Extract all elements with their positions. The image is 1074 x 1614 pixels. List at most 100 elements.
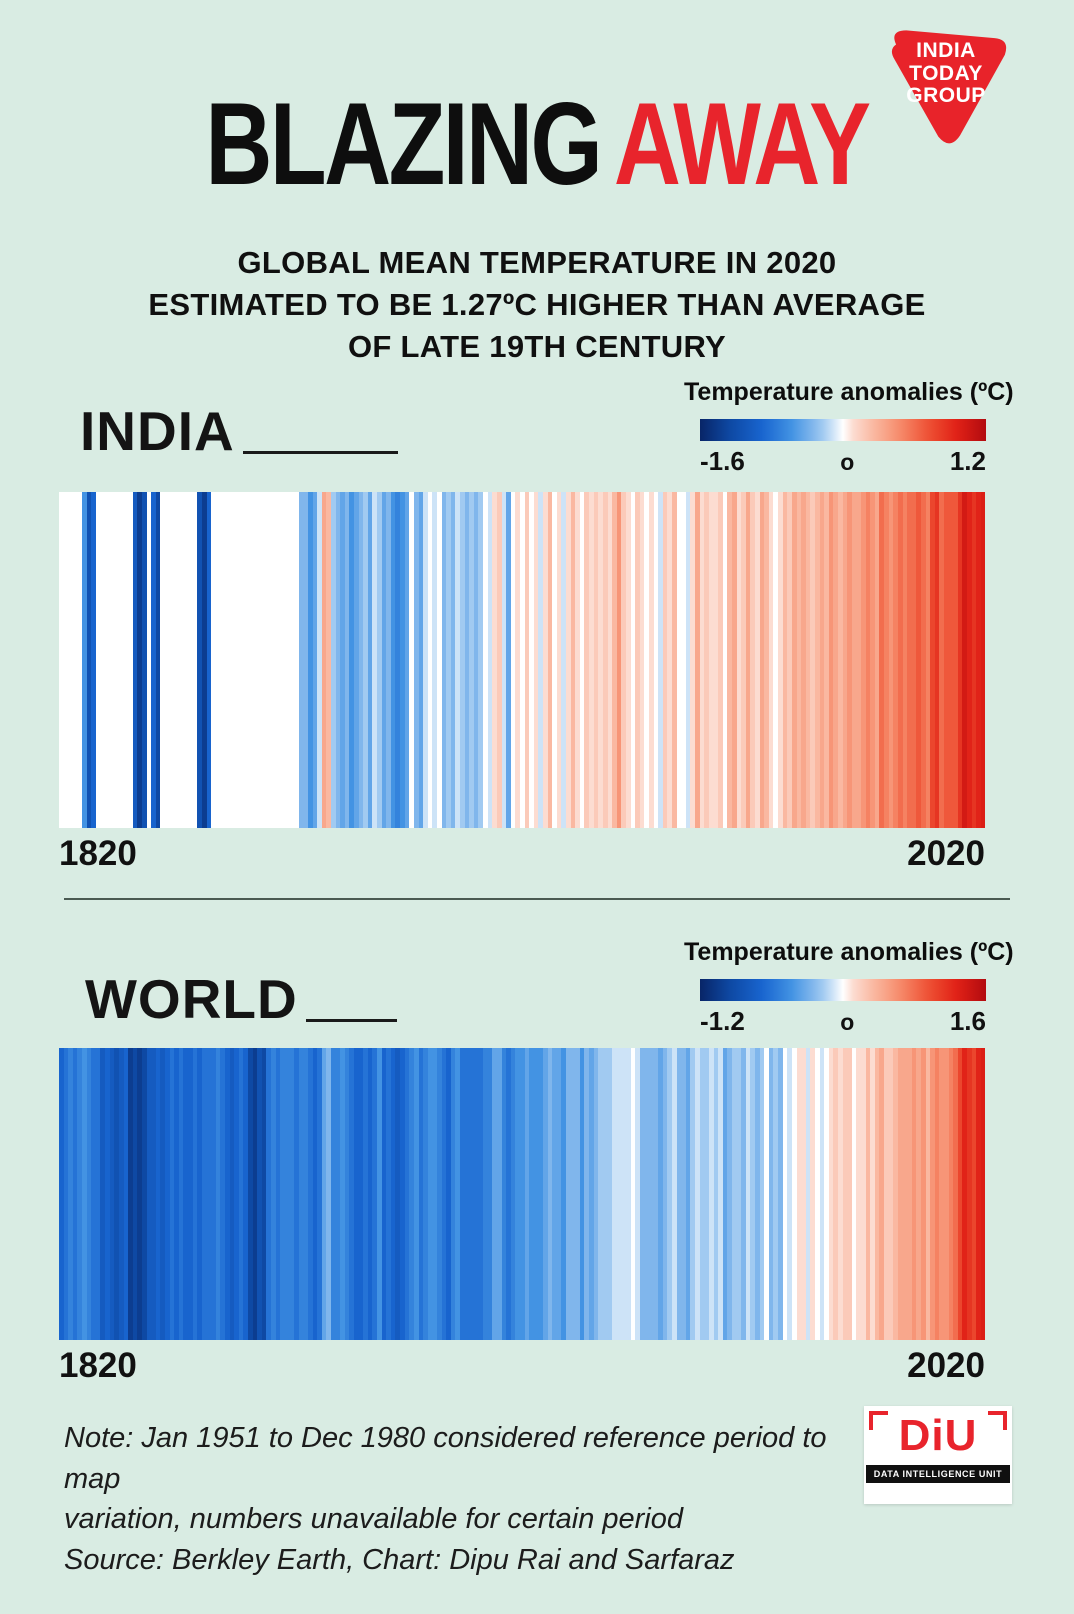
year-stripe bbox=[579, 492, 585, 828]
year-stripe bbox=[782, 1048, 788, 1340]
year-stripe bbox=[123, 1048, 129, 1340]
year-stripe bbox=[483, 1048, 488, 1340]
year-stripe bbox=[109, 492, 115, 828]
year-stripe bbox=[234, 1048, 239, 1340]
year-stripe bbox=[519, 492, 525, 828]
year-stripe bbox=[77, 1048, 83, 1340]
year-stripe bbox=[261, 492, 267, 828]
year-stripe bbox=[856, 492, 862, 828]
year-stripe bbox=[736, 492, 742, 828]
year-stripe bbox=[128, 1048, 133, 1340]
year-stripe bbox=[473, 1048, 479, 1340]
year-stripe bbox=[750, 492, 756, 828]
year-stripe bbox=[616, 492, 622, 828]
year-stripe bbox=[326, 1048, 331, 1340]
year-stripe bbox=[441, 1048, 447, 1340]
year-stripe bbox=[962, 492, 968, 828]
year-stripe bbox=[321, 1048, 327, 1340]
year-stripe bbox=[685, 1048, 691, 1340]
year-stripe bbox=[404, 1048, 410, 1340]
year-stripe bbox=[644, 1048, 649, 1340]
section-heading-world: WORLD bbox=[85, 972, 397, 1027]
year-stripe bbox=[390, 1048, 396, 1340]
year-stripe bbox=[718, 492, 723, 828]
year-stripe bbox=[851, 1048, 857, 1340]
year-stripe bbox=[907, 492, 912, 828]
year-stripe bbox=[118, 1048, 124, 1340]
year-stripe bbox=[538, 1048, 543, 1340]
year-stripe bbox=[220, 1048, 225, 1340]
year-stripe bbox=[446, 492, 451, 828]
year-stripe bbox=[354, 492, 359, 828]
year-stripe bbox=[819, 1048, 825, 1340]
warming-stripes-chart-world bbox=[59, 1048, 985, 1340]
year-stripe bbox=[298, 1048, 304, 1340]
year-stripe bbox=[464, 1048, 470, 1340]
year-stripe bbox=[916, 492, 921, 828]
year-stripe bbox=[400, 1048, 405, 1340]
year-stripe bbox=[146, 492, 152, 828]
year-stripe bbox=[814, 492, 820, 828]
subtitle-line-2: ESTIMATED TO BE 1.27ºC HIGHER THAN AVERA… bbox=[148, 287, 926, 323]
year-stripe bbox=[755, 1048, 760, 1340]
year-stripe bbox=[570, 1048, 576, 1340]
year-stripe bbox=[160, 492, 166, 828]
legend-max-label: 1.2 bbox=[949, 446, 986, 476]
year-stripe bbox=[667, 1048, 673, 1340]
year-stripe bbox=[787, 492, 792, 828]
itg-line-india: INDIA bbox=[916, 39, 976, 62]
year-stripe bbox=[82, 1048, 87, 1340]
year-stripe bbox=[658, 1048, 663, 1340]
year-stripe bbox=[685, 492, 691, 828]
year-stripe bbox=[335, 1048, 341, 1340]
legend-min-label: -1.2 bbox=[700, 1006, 745, 1036]
year-stripe bbox=[856, 1048, 862, 1340]
section-heading-india: INDIA bbox=[80, 404, 398, 459]
year-stripe bbox=[105, 1048, 110, 1340]
year-stripe bbox=[109, 1048, 115, 1340]
year-stripe bbox=[358, 492, 364, 828]
year-stripe bbox=[400, 492, 405, 828]
heading-text-india: INDIA bbox=[80, 400, 235, 462]
year-stripe bbox=[409, 1048, 414, 1340]
year-stripe bbox=[524, 492, 530, 828]
section-divider bbox=[64, 898, 1010, 900]
year-stripe bbox=[275, 492, 281, 828]
year-stripe bbox=[381, 492, 387, 828]
year-stripe bbox=[607, 1048, 613, 1340]
year-stripe bbox=[515, 1048, 520, 1340]
year-stripe bbox=[916, 1048, 921, 1340]
year-stripe bbox=[298, 492, 304, 828]
year-stripe bbox=[939, 492, 944, 828]
year-stripe bbox=[736, 1048, 742, 1340]
year-stripe bbox=[690, 492, 696, 828]
year-stripe bbox=[667, 492, 673, 828]
year-stripe bbox=[469, 492, 474, 828]
year-stripe bbox=[888, 492, 894, 828]
year-stripe bbox=[174, 492, 179, 828]
year-stripe bbox=[934, 1048, 940, 1340]
year-stripe bbox=[566, 1048, 571, 1340]
year-stripe bbox=[681, 1048, 686, 1340]
year-stripe bbox=[529, 1048, 534, 1340]
year-stripe bbox=[91, 492, 96, 828]
year-stripe bbox=[584, 1048, 590, 1340]
year-stripe bbox=[676, 1048, 682, 1340]
year-stripe bbox=[303, 492, 308, 828]
year-stripe bbox=[524, 1048, 530, 1340]
year-stripe bbox=[745, 492, 751, 828]
year-stripe bbox=[386, 1048, 391, 1340]
year-stripe bbox=[340, 492, 345, 828]
year-stripe bbox=[114, 492, 119, 828]
year-stripe bbox=[847, 1048, 852, 1340]
year-stripe bbox=[598, 492, 603, 828]
year-stripe bbox=[261, 1048, 267, 1340]
year-stripe bbox=[884, 492, 889, 828]
year-stripe bbox=[372, 1048, 378, 1340]
year-stripe bbox=[787, 1048, 792, 1340]
year-stripe bbox=[247, 492, 253, 828]
year-stripe bbox=[206, 492, 212, 828]
year-stripe bbox=[976, 492, 981, 828]
year-stripe bbox=[284, 1048, 290, 1340]
year-stripe bbox=[275, 1048, 281, 1340]
